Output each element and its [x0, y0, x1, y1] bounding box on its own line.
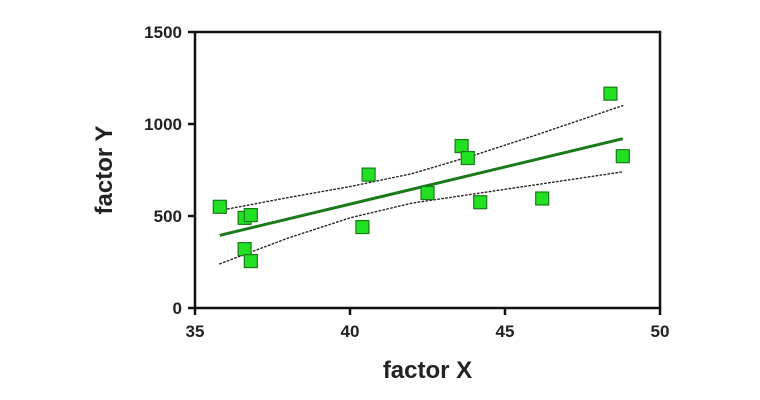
data-point-square: [212, 199, 227, 214]
data-point-square: [473, 195, 488, 210]
confidence-band-line: [219, 171, 624, 265]
x-axis-ticks: 35 40 45 50: [186, 308, 670, 341]
x-tick-label: 35: [186, 322, 205, 341]
data-point-square: [460, 150, 475, 166]
y-tick-label: 1500: [144, 23, 182, 42]
x-tick-label: 50: [651, 322, 670, 341]
plot-frame: [193, 30, 662, 310]
x-axis-title: factor X: [383, 357, 472, 384]
data-point-square: [355, 219, 370, 235]
y-tick-label: 500: [154, 207, 182, 226]
data-point-square: [420, 185, 435, 201]
x-tick-label: 45: [496, 322, 515, 341]
y-tick-label: 1000: [144, 115, 182, 134]
plot-content: [212, 86, 630, 269]
y-axis-title: factor Y: [91, 126, 118, 215]
data-point-square: [361, 167, 376, 182]
y-tick-label: 0: [173, 299, 182, 318]
y-axis-ticks: 0 500 1000 1500: [144, 23, 195, 318]
data-point-square: [615, 149, 630, 164]
data-point-square: [454, 138, 469, 154]
data-point-square: [243, 207, 258, 223]
data-point-square: [603, 86, 618, 101]
data-point-square: [243, 253, 258, 269]
confidence-band-line: [219, 104, 624, 212]
x-tick-label: 40: [341, 322, 360, 341]
data-point-square: [535, 191, 550, 206]
data-point-square: [237, 242, 252, 257]
